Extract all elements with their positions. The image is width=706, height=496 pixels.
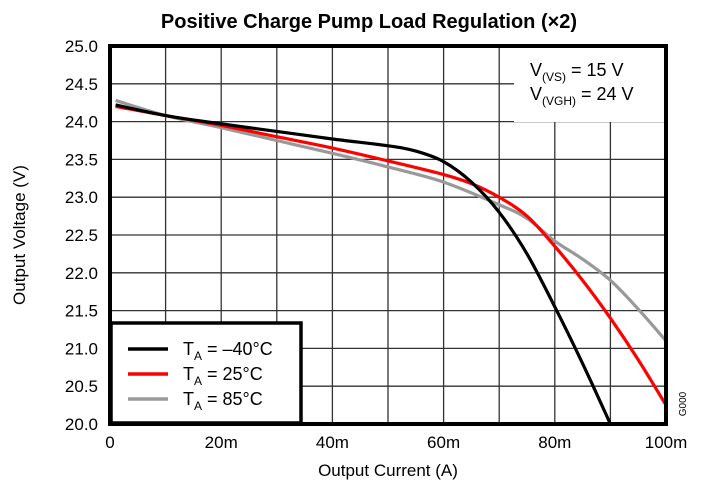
x-tick-label: 60m <box>427 433 460 452</box>
x-tick-label: 100m <box>645 433 688 452</box>
y-tick-label: 24.5 <box>65 75 98 94</box>
legend-label: TA = 85°C <box>183 389 263 413</box>
legend-label: TA = 25°C <box>183 364 263 388</box>
series-line-2 <box>115 98 668 342</box>
x-axis-label: Output Current (A) <box>318 461 458 480</box>
y-axis-label: Output Voltage (V) <box>10 165 29 305</box>
y-tick-label: 21.5 <box>65 302 98 321</box>
annotation-text: V(VS) = 15 V <box>530 60 624 84</box>
y-tick-label: 25.0 <box>65 37 98 56</box>
y-tick-label: 24.0 <box>65 113 98 132</box>
annotation-background <box>514 48 664 122</box>
x-tick-label: 0 <box>105 433 114 452</box>
x-tick-label: 40m <box>316 433 349 452</box>
plot-frame <box>108 44 668 426</box>
y-tick-labels: 25.0 24.5 24.0 23.5 23.0 22.5 22.0 21.5 21.0 20.5… <box>65 37 98 434</box>
x-tick-label: 20m <box>205 433 238 452</box>
y-tick-label: 23.5 <box>65 150 98 169</box>
legend: TA = –40°CTA = 25°CTA = 85°C <box>109 321 303 425</box>
y-tick-label: 22.5 <box>65 226 98 245</box>
series-line-0 <box>115 103 612 425</box>
y-tick-label: 21.0 <box>65 339 98 358</box>
y-tick-label: 20.5 <box>65 377 98 396</box>
figure-code: G000 <box>678 391 689 416</box>
y-tick-label: 22.0 <box>65 264 98 283</box>
legend-label: TA = –40°C <box>183 339 273 363</box>
series-group <box>115 98 668 425</box>
y-tick-label: 23.0 <box>65 188 98 207</box>
x-tick-label: 80m <box>538 433 571 452</box>
chart-title: Positive Charge Pump Load Regulation (×2… <box>161 11 577 33</box>
x-tick-labels: 0 20m 40m 60m 80m 100m <box>105 433 687 452</box>
annotation-text: V(VGH) = 24 V <box>530 84 634 108</box>
annotation-box: V(VS) = 15 VV(VGH) = 24 V <box>514 48 664 122</box>
y-tick-label: 20.0 <box>65 415 98 434</box>
